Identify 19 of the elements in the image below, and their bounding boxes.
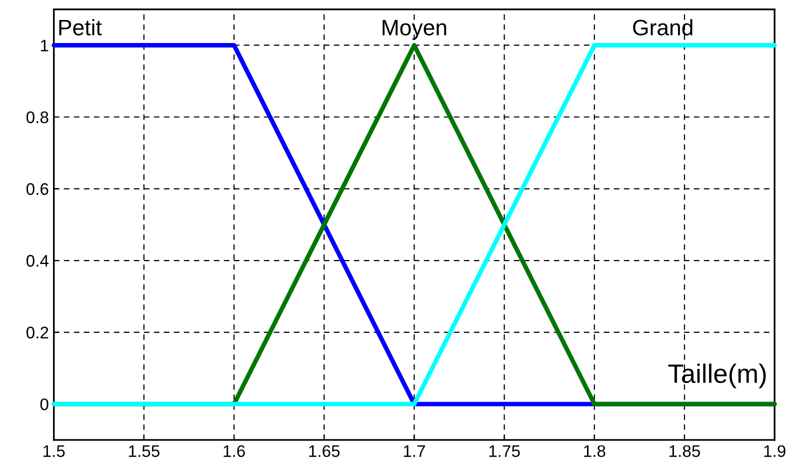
x-tick-label: 1.8: [584, 445, 606, 458]
x-tick-label: 1.5: [44, 445, 65, 458]
y-tick-label: 1: [40, 40, 48, 52]
x-tick-label: 1.75: [489, 445, 520, 458]
y-tick-label: 0.8: [26, 111, 48, 124]
y-tick-label: 0: [40, 398, 48, 410]
x-tick-label: 1.9: [764, 445, 786, 458]
series-label: Petit: [59, 19, 102, 36]
x-tick-label: 1.55: [129, 445, 160, 458]
x-axis-title: Taille(m): [668, 364, 766, 388]
x-tick-label: 1.6: [224, 445, 245, 458]
series-label: Moyen: [382, 20, 446, 40]
y-tick-label: 0.6: [26, 183, 48, 195]
x-tick-label: 1.65: [309, 445, 340, 458]
y-tick-label: 0.4: [26, 254, 49, 267]
x-tick-label: 1.7: [404, 445, 425, 457]
y-tick-label: 0.2: [26, 326, 48, 338]
series-label: Grand: [633, 19, 692, 36]
x-tick-label: 1.85: [670, 445, 700, 458]
